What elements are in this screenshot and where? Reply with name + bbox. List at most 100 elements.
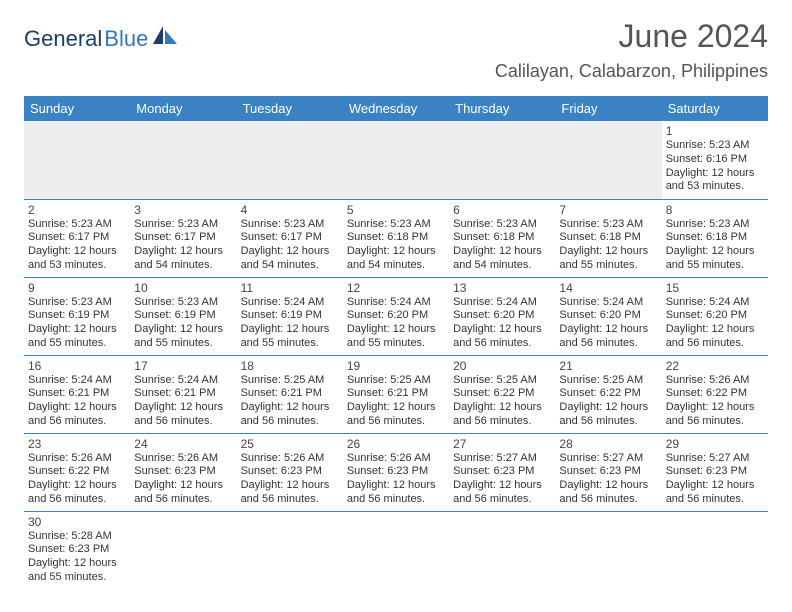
calendar-cell: 28Sunrise: 5:27 AMSunset: 6:23 PMDayligh…	[555, 433, 661, 511]
brand-logo: GeneralBlue	[24, 26, 179, 52]
day-number: 25	[241, 437, 339, 451]
location-text: Calilayan, Calabarzon, Philippines	[495, 61, 768, 82]
day-info: Sunrise: 5:25 AMSunset: 6:21 PMDaylight:…	[241, 374, 339, 429]
calendar-cell: 29Sunrise: 5:27 AMSunset: 6:23 PMDayligh…	[662, 433, 768, 511]
month-title: June 2024	[495, 18, 768, 55]
day-number: 15	[666, 281, 764, 295]
calendar-cell: 18Sunrise: 5:25 AMSunset: 6:21 PMDayligh…	[237, 355, 343, 433]
day-number: 10	[134, 281, 232, 295]
day-number: 28	[559, 437, 657, 451]
day-number: 20	[453, 359, 551, 373]
day-info: Sunrise: 5:24 AMSunset: 6:21 PMDaylight:…	[28, 374, 126, 429]
calendar-cell: 3Sunrise: 5:23 AMSunset: 6:17 PMDaylight…	[130, 199, 236, 277]
day-info: Sunrise: 5:27 AMSunset: 6:23 PMDaylight:…	[559, 452, 657, 507]
day-info: Sunrise: 5:23 AMSunset: 6:18 PMDaylight:…	[347, 218, 445, 273]
calendar-cell: 15Sunrise: 5:24 AMSunset: 6:20 PMDayligh…	[662, 277, 768, 355]
day-number: 13	[453, 281, 551, 295]
day-info: Sunrise: 5:25 AMSunset: 6:22 PMDaylight:…	[453, 374, 551, 429]
day-info: Sunrise: 5:26 AMSunset: 6:23 PMDaylight:…	[347, 452, 445, 507]
calendar-cell: 9Sunrise: 5:23 AMSunset: 6:19 PMDaylight…	[24, 277, 130, 355]
calendar-row: 30Sunrise: 5:28 AMSunset: 6:23 PMDayligh…	[24, 511, 768, 589]
calendar-cell: 11Sunrise: 5:24 AMSunset: 6:19 PMDayligh…	[237, 277, 343, 355]
day-info: Sunrise: 5:24 AMSunset: 6:20 PMDaylight:…	[347, 296, 445, 351]
day-number: 21	[559, 359, 657, 373]
calendar-cell	[130, 511, 236, 589]
day-number: 18	[241, 359, 339, 373]
calendar-table: SundayMondayTuesdayWednesdayThursdayFrid…	[24, 96, 768, 589]
day-info: Sunrise: 5:26 AMSunset: 6:23 PMDaylight:…	[241, 452, 339, 507]
weekday-header: Monday	[130, 96, 236, 121]
calendar-cell: 10Sunrise: 5:23 AMSunset: 6:19 PMDayligh…	[130, 277, 236, 355]
day-info: Sunrise: 5:28 AMSunset: 6:23 PMDaylight:…	[28, 530, 126, 585]
weekday-header: Sunday	[24, 96, 130, 121]
calendar-cell: 24Sunrise: 5:26 AMSunset: 6:23 PMDayligh…	[130, 433, 236, 511]
calendar-body: 1Sunrise: 5:23 AMSunset: 6:16 PMDaylight…	[24, 121, 768, 589]
day-info: Sunrise: 5:23 AMSunset: 6:18 PMDaylight:…	[666, 218, 764, 273]
calendar-cell	[343, 121, 449, 199]
calendar-row: 23Sunrise: 5:26 AMSunset: 6:22 PMDayligh…	[24, 433, 768, 511]
calendar-cell	[237, 511, 343, 589]
day-info: Sunrise: 5:23 AMSunset: 6:17 PMDaylight:…	[28, 218, 126, 273]
calendar-cell	[237, 121, 343, 199]
day-number: 1	[666, 124, 764, 138]
sail-icon	[153, 26, 179, 52]
day-number: 19	[347, 359, 445, 373]
day-number: 16	[28, 359, 126, 373]
day-number: 27	[453, 437, 551, 451]
calendar-row: 9Sunrise: 5:23 AMSunset: 6:19 PMDaylight…	[24, 277, 768, 355]
calendar-row: 16Sunrise: 5:24 AMSunset: 6:21 PMDayligh…	[24, 355, 768, 433]
calendar-row: 1Sunrise: 5:23 AMSunset: 6:16 PMDaylight…	[24, 121, 768, 199]
day-number: 26	[347, 437, 445, 451]
title-block: June 2024 Calilayan, Calabarzon, Philipp…	[495, 18, 768, 82]
calendar-cell: 26Sunrise: 5:26 AMSunset: 6:23 PMDayligh…	[343, 433, 449, 511]
day-number: 4	[241, 203, 339, 217]
day-number: 22	[666, 359, 764, 373]
calendar-cell: 22Sunrise: 5:26 AMSunset: 6:22 PMDayligh…	[662, 355, 768, 433]
day-info: Sunrise: 5:24 AMSunset: 6:20 PMDaylight:…	[559, 296, 657, 351]
calendar-row: 2Sunrise: 5:23 AMSunset: 6:17 PMDaylight…	[24, 199, 768, 277]
calendar-cell: 25Sunrise: 5:26 AMSunset: 6:23 PMDayligh…	[237, 433, 343, 511]
weekday-header: Wednesday	[343, 96, 449, 121]
day-info: Sunrise: 5:25 AMSunset: 6:22 PMDaylight:…	[559, 374, 657, 429]
day-number: 8	[666, 203, 764, 217]
day-info: Sunrise: 5:23 AMSunset: 6:17 PMDaylight:…	[241, 218, 339, 273]
calendar-cell: 17Sunrise: 5:24 AMSunset: 6:21 PMDayligh…	[130, 355, 236, 433]
calendar-cell	[343, 511, 449, 589]
day-info: Sunrise: 5:23 AMSunset: 6:18 PMDaylight:…	[559, 218, 657, 273]
calendar-cell: 14Sunrise: 5:24 AMSunset: 6:20 PMDayligh…	[555, 277, 661, 355]
calendar-cell	[24, 121, 130, 199]
day-number: 2	[28, 203, 126, 217]
calendar-cell	[555, 121, 661, 199]
day-number: 23	[28, 437, 126, 451]
calendar-cell: 2Sunrise: 5:23 AMSunset: 6:17 PMDaylight…	[24, 199, 130, 277]
calendar-cell	[555, 511, 661, 589]
calendar-cell: 5Sunrise: 5:23 AMSunset: 6:18 PMDaylight…	[343, 199, 449, 277]
day-info: Sunrise: 5:26 AMSunset: 6:22 PMDaylight:…	[28, 452, 126, 507]
day-info: Sunrise: 5:23 AMSunset: 6:19 PMDaylight:…	[134, 296, 232, 351]
day-info: Sunrise: 5:23 AMSunset: 6:17 PMDaylight:…	[134, 218, 232, 273]
calendar-cell: 21Sunrise: 5:25 AMSunset: 6:22 PMDayligh…	[555, 355, 661, 433]
day-info: Sunrise: 5:27 AMSunset: 6:23 PMDaylight:…	[666, 452, 764, 507]
brand-part2: Blue	[104, 26, 148, 52]
header: GeneralBlue June 2024 Calilayan, Calabar…	[24, 18, 768, 82]
day-info: Sunrise: 5:25 AMSunset: 6:21 PMDaylight:…	[347, 374, 445, 429]
day-number: 6	[453, 203, 551, 217]
calendar-cell: 23Sunrise: 5:26 AMSunset: 6:22 PMDayligh…	[24, 433, 130, 511]
calendar-cell: 12Sunrise: 5:24 AMSunset: 6:20 PMDayligh…	[343, 277, 449, 355]
calendar-cell: 20Sunrise: 5:25 AMSunset: 6:22 PMDayligh…	[449, 355, 555, 433]
calendar-cell: 13Sunrise: 5:24 AMSunset: 6:20 PMDayligh…	[449, 277, 555, 355]
day-number: 12	[347, 281, 445, 295]
calendar-cell: 6Sunrise: 5:23 AMSunset: 6:18 PMDaylight…	[449, 199, 555, 277]
day-info: Sunrise: 5:24 AMSunset: 6:21 PMDaylight:…	[134, 374, 232, 429]
calendar-cell: 30Sunrise: 5:28 AMSunset: 6:23 PMDayligh…	[24, 511, 130, 589]
day-info: Sunrise: 5:23 AMSunset: 6:19 PMDaylight:…	[28, 296, 126, 351]
calendar-cell: 19Sunrise: 5:25 AMSunset: 6:21 PMDayligh…	[343, 355, 449, 433]
calendar-cell: 4Sunrise: 5:23 AMSunset: 6:17 PMDaylight…	[237, 199, 343, 277]
day-number: 24	[134, 437, 232, 451]
day-number: 9	[28, 281, 126, 295]
day-info: Sunrise: 5:26 AMSunset: 6:23 PMDaylight:…	[134, 452, 232, 507]
calendar-cell: 27Sunrise: 5:27 AMSunset: 6:23 PMDayligh…	[449, 433, 555, 511]
day-number: 7	[559, 203, 657, 217]
day-info: Sunrise: 5:24 AMSunset: 6:19 PMDaylight:…	[241, 296, 339, 351]
calendar-cell: 1Sunrise: 5:23 AMSunset: 6:16 PMDaylight…	[662, 121, 768, 199]
